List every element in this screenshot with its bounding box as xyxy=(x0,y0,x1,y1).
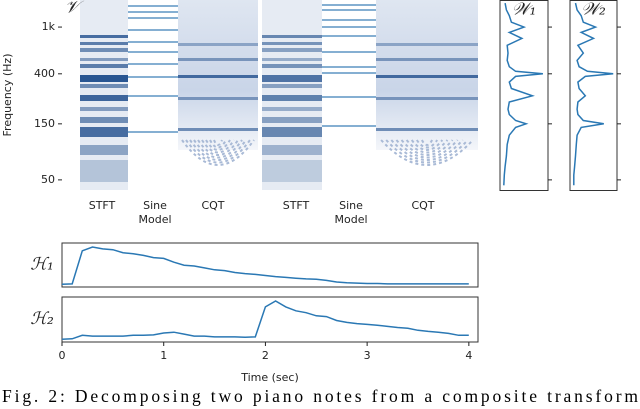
stft-band xyxy=(262,117,322,123)
section-label: Sine xyxy=(143,199,167,212)
note-gap xyxy=(258,0,262,190)
cqt-band xyxy=(376,75,478,78)
activation-frame xyxy=(61,242,479,288)
x-tick-label: 4 xyxy=(465,349,472,362)
stft-band xyxy=(262,84,322,88)
section-label: Model xyxy=(138,213,171,226)
cqt-arc xyxy=(380,139,474,166)
stft-band xyxy=(262,42,322,45)
template-frame xyxy=(569,0,618,191)
stft-band xyxy=(80,64,128,68)
x-tick-label: 0 xyxy=(59,349,66,362)
cqt-arc xyxy=(390,139,464,161)
cqt-band xyxy=(178,97,258,100)
section-label: CQT xyxy=(411,199,434,212)
activation-label: ℋ₂ xyxy=(30,309,54,329)
cqt-arc xyxy=(415,139,439,149)
cqt-band xyxy=(376,97,478,100)
stft-band xyxy=(262,145,322,155)
stft-band xyxy=(80,75,128,82)
x-tick-label: 2 xyxy=(262,349,269,362)
sine-region xyxy=(322,0,376,190)
stft-band xyxy=(262,64,322,68)
cqt-arc xyxy=(421,139,433,146)
template-frame xyxy=(499,0,549,191)
cqt-band xyxy=(178,43,258,46)
stft-band xyxy=(80,117,128,123)
cqt-arc xyxy=(405,139,449,154)
stft-band xyxy=(80,127,128,137)
stft-band xyxy=(262,35,322,38)
cqt-band xyxy=(376,128,478,131)
cqt-band xyxy=(178,58,258,61)
activation-curve xyxy=(61,300,469,340)
stft-band xyxy=(80,95,128,101)
activation-frame xyxy=(61,296,479,343)
stft-band xyxy=(262,48,322,52)
stft-band xyxy=(262,58,322,61)
x-tick-label: 1 xyxy=(160,349,167,362)
stft-band xyxy=(80,58,128,61)
stft-band xyxy=(80,42,128,45)
cqt-arc xyxy=(410,139,444,151)
cqt-arc xyxy=(400,139,454,156)
x-axis-label: Time (sec) xyxy=(240,371,299,384)
stft-band xyxy=(80,48,128,52)
cqt-arc xyxy=(209,139,227,149)
sine-region xyxy=(128,0,178,190)
stft-band xyxy=(80,107,128,111)
stft-band xyxy=(80,35,128,38)
stft-band xyxy=(80,160,128,182)
cqt-band xyxy=(376,43,478,46)
template-label: 𝒲₁ xyxy=(512,0,537,20)
cqt-arc xyxy=(193,139,243,159)
cqt-arc xyxy=(213,139,223,146)
y-tick-label: 1k xyxy=(42,20,56,33)
cqt-band xyxy=(376,58,478,61)
section-label: CQT xyxy=(201,199,224,212)
y-axis-label: Frequency (Hz) xyxy=(1,54,14,137)
y-tick-label: 50 xyxy=(41,173,55,186)
y-tick-label: 400 xyxy=(34,67,55,80)
activation-curve xyxy=(61,246,469,285)
stft-band xyxy=(262,127,322,137)
stft-band xyxy=(80,84,128,88)
stft-band xyxy=(262,75,322,82)
cqt-band xyxy=(178,75,258,78)
cqt-arc xyxy=(197,139,239,156)
cqt-band xyxy=(178,128,258,131)
section-label: STFT xyxy=(89,199,116,212)
cqt-arc xyxy=(181,139,255,166)
stft-band xyxy=(80,145,128,155)
y-tick-label: 150 xyxy=(34,117,55,130)
stft-band xyxy=(262,160,322,182)
caption: Fig. 2: Decomposing two piano notes from… xyxy=(2,386,638,406)
section-label: STFT xyxy=(283,199,310,212)
template-curve xyxy=(573,2,614,186)
template-curve xyxy=(503,2,543,186)
cqt-arc xyxy=(189,139,247,161)
stft-band xyxy=(262,107,322,111)
template-label: 𝒲₂ xyxy=(581,0,606,20)
x-tick-label: 3 xyxy=(364,349,371,362)
spectrogram-image xyxy=(62,0,478,190)
section-label: Model xyxy=(334,213,367,226)
cqt-arc xyxy=(201,139,235,154)
section-label: Sine xyxy=(339,199,363,212)
activation-label: ℋ₁ xyxy=(30,255,54,275)
stft-band xyxy=(262,95,322,101)
cqt-arc xyxy=(395,139,459,159)
